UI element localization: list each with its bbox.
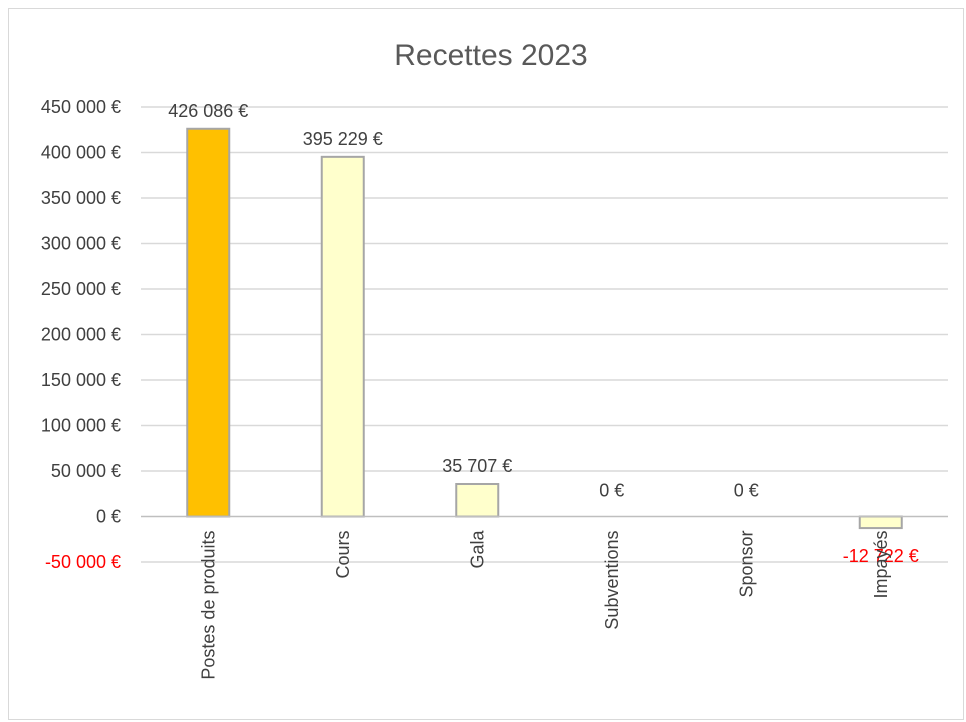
x-tick-label: Subventions [602,531,622,630]
gridlines [141,106,948,563]
data-label: -12 722 € [843,546,919,566]
bar [858,515,903,530]
y-axis-ticks: -50 000 € 0 € 50 000 € 100 000 € 150 000 € 20… [41,97,121,572]
x-tick-label: Gala [467,530,487,569]
y-tick-label: 450 000 € [41,97,121,117]
bar-chart: Recettes 2023 -50 000 € 0 € 50 000 € 100 00… [41,39,948,680]
chart-title: Recettes 2023 [394,39,587,72]
data-label: 35 707 € [442,456,512,476]
data-labels: 426 086 € 395 229 € 35 707 € 0 € 0 € -12 722 … [168,101,919,566]
y-tick-label: 0 € [96,507,121,527]
y-tick-label: 50 000 € [51,461,121,481]
x-axis-ticks: Postes de produits Cours Gala Subventions Sp… [198,530,891,680]
y-tick-label: 400 000 € [41,143,121,163]
x-tick-label: Sponsor [736,530,756,597]
chart-area: Recettes 2023 -50 000 € 0 € 50 000 € 100 00… [8,8,964,720]
y-tick-label: 350 000 € [41,188,121,208]
data-label: 0 € [734,481,759,501]
data-label: 0 € [599,481,624,501]
x-tick-label: Postes de produits [198,531,218,680]
bar [186,127,231,518]
y-tick-label: 150 000 € [41,370,121,390]
bar [455,483,500,518]
y-tick-label: 100 000 € [41,416,121,436]
x-tick-label: Cours [333,531,353,579]
data-label: 395 229 € [303,129,383,149]
bars [186,127,903,530]
x-tick-label: Impayés [871,531,891,599]
y-tick-label: 250 000 € [41,279,121,299]
y-tick-label: -50 000 € [45,552,121,572]
y-tick-label: 200 000 € [41,325,121,345]
bar [320,155,365,518]
data-label: 426 086 € [168,101,248,121]
y-tick-label: 300 000 € [41,234,121,254]
